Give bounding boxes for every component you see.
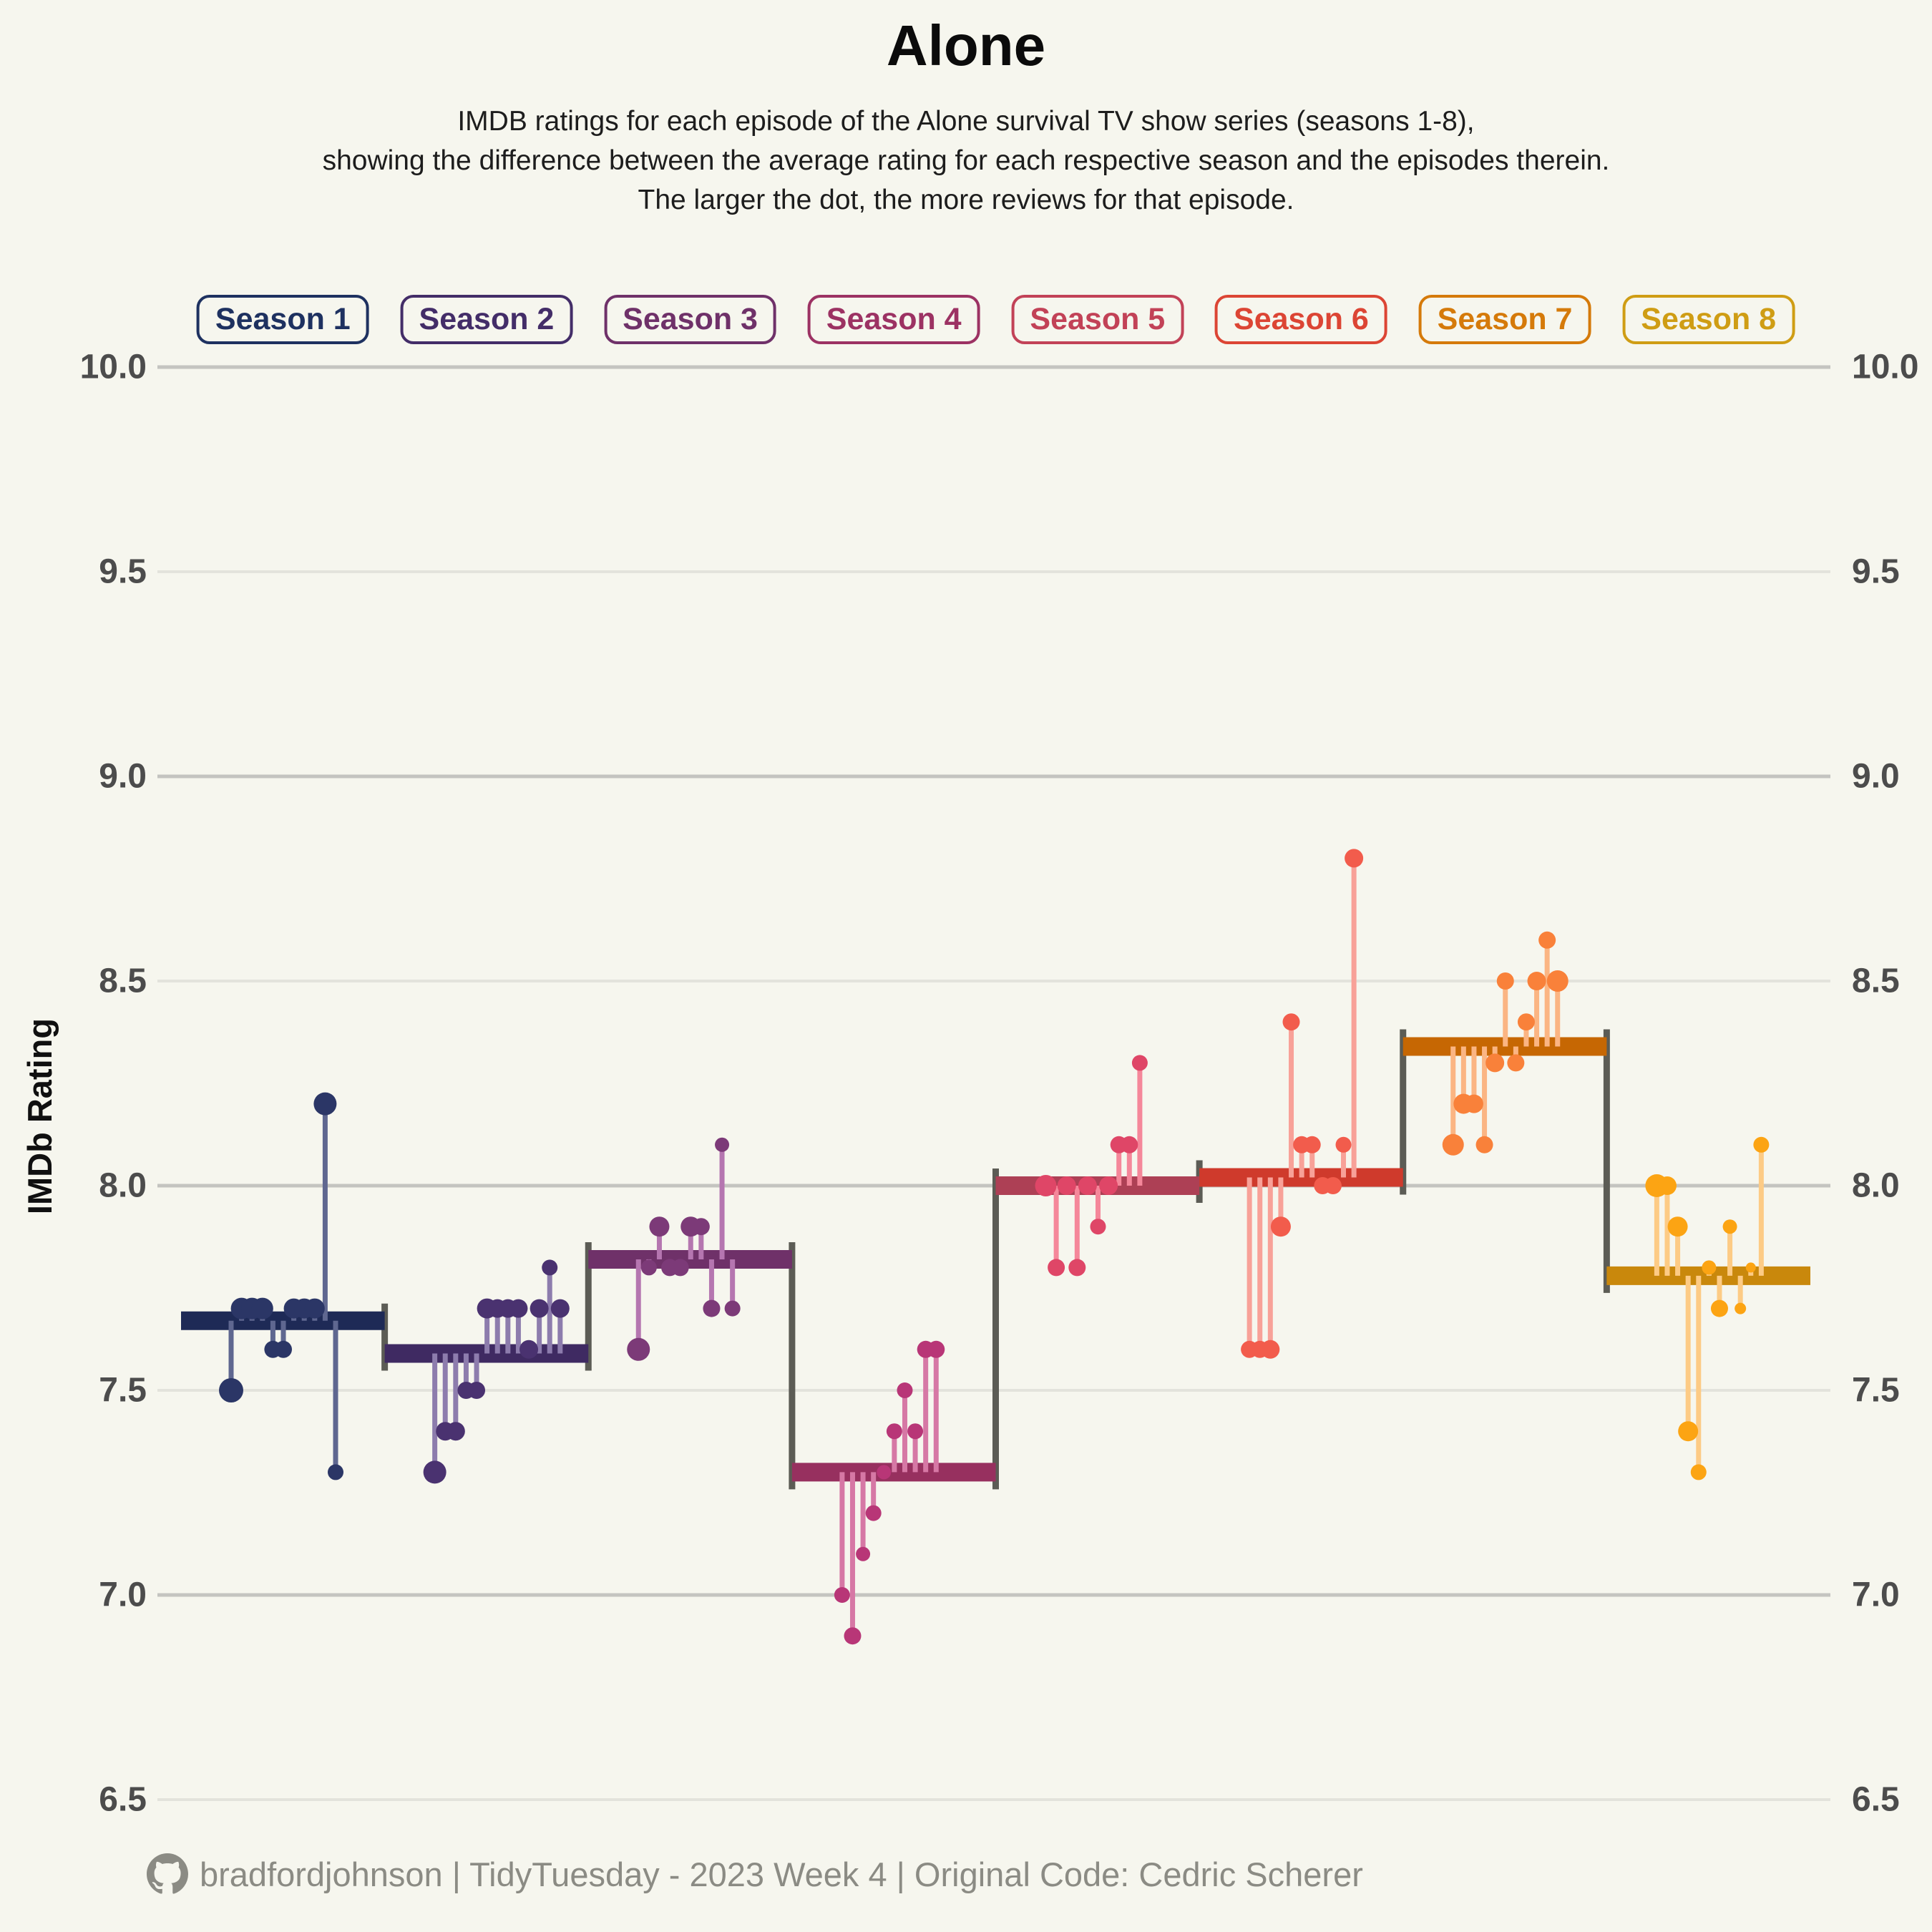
episode-dot-s6e9	[1324, 1177, 1342, 1194]
episode-dot-s6e5	[1282, 1013, 1300, 1031]
subtitle-line-2: showing the difference between the avera…	[322, 145, 1610, 176]
episode-dot-s6e4	[1270, 1216, 1291, 1237]
chart-title: Alone	[886, 14, 1046, 77]
episode-dot-s5e7	[1099, 1176, 1118, 1195]
episode-dot-s6e7	[1303, 1136, 1321, 1153]
y-tick-right-9.5: 9.5	[1852, 553, 1900, 591]
episode-dot-s1e4	[251, 1297, 273, 1319]
y-tick-right-7.5: 7.5	[1852, 1372, 1900, 1410]
episode-dot-s2e11	[530, 1299, 549, 1318]
episode-dot-s3e7	[692, 1218, 710, 1236]
episode-dot-s4e4	[865, 1505, 882, 1521]
y-tick-left-8.0: 8.0	[99, 1167, 147, 1205]
y-tick-right-10.0: 10.0	[1852, 348, 1918, 386]
episode-dot-s5e9	[1121, 1136, 1138, 1153]
episode-dot-s3e8	[703, 1299, 721, 1317]
episode-dot-s4e8	[907, 1423, 924, 1440]
episode-dot-s2e12	[542, 1259, 558, 1276]
subtitle-line-1: IMDB ratings for each episode of the Alo…	[457, 106, 1475, 137]
episode-dot-s7e11	[1546, 970, 1568, 992]
episode-dot-s4e1	[834, 1587, 850, 1603]
episode-dot-s2e5	[468, 1382, 486, 1399]
episode-dot-s1e6	[275, 1340, 292, 1358]
episode-dot-s4e6	[886, 1423, 902, 1440]
episode-dot-s6e3	[1261, 1340, 1280, 1359]
episode-dot-s7e8	[1517, 1013, 1535, 1031]
y-tick-left-10.0: 10.0	[80, 348, 147, 386]
episode-dot-s4e5	[877, 1465, 892, 1480]
episode-dot-s3e5	[671, 1259, 689, 1277]
y-tick-right-6.5: 6.5	[1852, 1781, 1900, 1819]
episode-dot-s7e7	[1507, 1054, 1525, 1072]
y-tick-left-6.5: 6.5	[99, 1781, 147, 1819]
episode-dot-s4e10	[927, 1340, 945, 1358]
episode-dot-s4e3	[856, 1546, 871, 1561]
y-tick-right-8.0: 8.0	[1852, 1167, 1900, 1205]
episode-dot-s5e1	[1035, 1175, 1057, 1196]
episode-dot-s8e11	[1753, 1136, 1770, 1153]
episode-dot-s8e7	[1710, 1299, 1728, 1317]
episode-dot-s7e1	[1442, 1133, 1464, 1156]
episode-dot-s8e6	[1702, 1260, 1717, 1275]
episode-dot-s5e2	[1048, 1259, 1065, 1277]
episode-dot-s8e9	[1735, 1302, 1747, 1314]
episode-dot-s8e3	[1667, 1216, 1688, 1237]
episode-dot-s8e8	[1722, 1219, 1737, 1234]
episode-dot-s4e2	[844, 1627, 862, 1645]
episode-dot-s3e1	[627, 1337, 650, 1361]
chart-subtitle: IMDB ratings for each episode of the Alo…	[0, 102, 1932, 220]
episode-dot-s5e6	[1090, 1219, 1106, 1235]
episode-dot-s3e10	[724, 1300, 741, 1317]
episode-dot-s3e2	[640, 1259, 657, 1276]
episode-dot-s7e5	[1485, 1053, 1505, 1073]
y-tick-right-8.5: 8.5	[1852, 962, 1900, 1000]
episode-dot-s2e13	[550, 1299, 570, 1318]
episode-dot-s1e1	[219, 1378, 243, 1402]
episode-dot-s4e7	[897, 1382, 913, 1398]
episode-dot-s1e10	[313, 1092, 337, 1116]
footer-credit: bradfordjohnson | TidyTuesday - 2023 Wee…	[147, 1853, 1363, 1895]
footer-text: bradfordjohnson | TidyTuesday - 2023 Wee…	[200, 1855, 1363, 1893]
y-tick-left-7.5: 7.5	[99, 1372, 147, 1410]
episode-dot-s8e10	[1745, 1262, 1756, 1273]
episode-dot-s2e9	[509, 1299, 528, 1318]
episode-dot-s5e10	[1131, 1055, 1148, 1071]
episode-dot-s2e3	[446, 1422, 465, 1441]
episode-dot-s7e4	[1475, 1136, 1493, 1153]
episode-dot-s7e3	[1464, 1094, 1483, 1113]
episode-dot-s5e5	[1078, 1176, 1097, 1195]
episode-dot-s7e10	[1538, 931, 1556, 949]
episode-dot-s5e4	[1068, 1259, 1086, 1277]
episode-dot-s6e10	[1335, 1136, 1352, 1153]
episode-dot-s2e1	[423, 1460, 447, 1484]
y-tick-right-7.0: 7.0	[1852, 1576, 1900, 1614]
episode-dot-s8e5	[1690, 1464, 1707, 1480]
episode-dot-s7e6	[1496, 972, 1514, 990]
episode-dot-s8e4	[1678, 1421, 1699, 1442]
episode-dot-s2e10	[519, 1340, 539, 1359]
y-axis-title: IMDb Rating	[21, 1018, 59, 1215]
subtitle-line-3: The larger the dot, the more reviews for…	[638, 185, 1294, 215]
y-tick-left-8.5: 8.5	[99, 962, 147, 1000]
github-icon	[147, 1853, 188, 1894]
episode-dot-s7e9	[1527, 972, 1546, 990]
y-tick-left-7.0: 7.0	[99, 1576, 147, 1614]
episode-dot-s8e2	[1657, 1176, 1677, 1195]
episode-dot-s1e9	[304, 1298, 325, 1319]
episode-dot-s6e11	[1345, 849, 1364, 868]
y-tick-right-9.0: 9.0	[1852, 758, 1900, 796]
episode-dot-s3e9	[715, 1137, 730, 1152]
episode-dot-s5e3	[1057, 1176, 1076, 1195]
episode-dot-s1e11	[328, 1464, 343, 1480]
episode-dot-s3e3	[649, 1216, 670, 1237]
y-tick-left-9.0: 9.0	[99, 758, 147, 796]
y-tick-left-9.5: 9.5	[99, 553, 147, 591]
